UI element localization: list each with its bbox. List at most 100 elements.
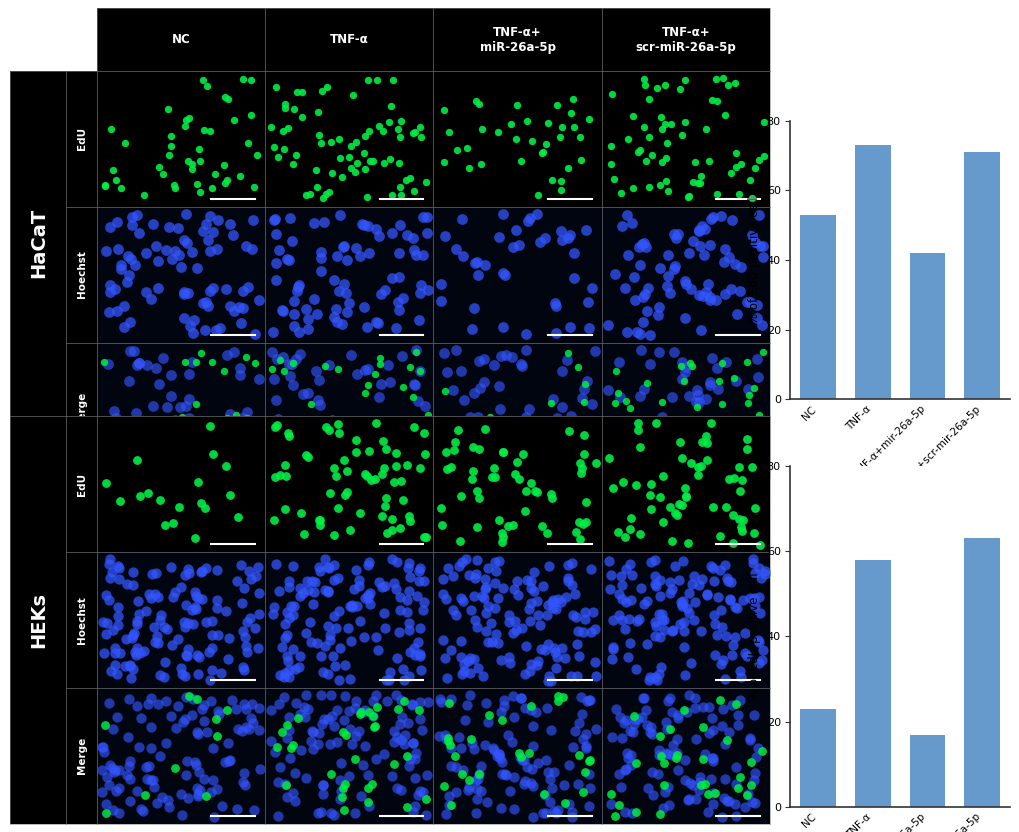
Point xyxy=(245,716,261,730)
Point xyxy=(359,190,375,203)
Point xyxy=(571,515,587,528)
Point xyxy=(532,235,548,249)
Point xyxy=(666,752,683,765)
Point xyxy=(198,789,214,802)
Point xyxy=(390,304,407,317)
Point xyxy=(731,285,747,298)
Point xyxy=(131,607,148,621)
Point xyxy=(755,150,771,163)
Point xyxy=(128,407,145,420)
Point xyxy=(362,429,378,443)
Point xyxy=(126,645,143,658)
Point xyxy=(742,733,758,746)
Point xyxy=(486,470,502,483)
Point xyxy=(452,364,469,378)
Point xyxy=(204,181,220,195)
Point xyxy=(462,666,478,680)
Point xyxy=(654,515,671,528)
Point xyxy=(229,802,246,815)
Point xyxy=(746,567,762,580)
Point xyxy=(321,633,337,646)
Point xyxy=(692,624,708,637)
Point xyxy=(97,180,113,193)
Point xyxy=(335,714,352,727)
Point xyxy=(633,710,649,723)
Point xyxy=(562,669,579,682)
Point xyxy=(418,531,434,544)
Point xyxy=(357,739,373,752)
Point xyxy=(279,650,296,663)
Point xyxy=(622,401,638,414)
Point xyxy=(541,795,557,808)
Point xyxy=(605,172,622,186)
Point xyxy=(202,124,218,137)
Point xyxy=(279,605,296,618)
Point xyxy=(330,132,346,146)
Point xyxy=(606,396,623,409)
Point xyxy=(208,712,224,726)
Point xyxy=(698,285,714,299)
Point xyxy=(546,765,562,779)
Point xyxy=(571,716,587,730)
Point xyxy=(642,478,658,491)
Point xyxy=(126,258,143,271)
Point xyxy=(325,273,341,286)
Point xyxy=(357,591,373,604)
Point xyxy=(342,161,359,175)
Point xyxy=(410,636,426,649)
Point xyxy=(300,457,316,470)
Point xyxy=(286,662,303,676)
Point xyxy=(183,709,200,722)
Point xyxy=(657,151,674,165)
Point xyxy=(95,615,111,628)
Point xyxy=(665,262,682,275)
Point xyxy=(312,264,328,277)
Point xyxy=(607,364,624,378)
Point xyxy=(710,374,727,388)
Point xyxy=(731,484,747,498)
Point xyxy=(138,435,154,448)
Point xyxy=(546,458,562,471)
Point xyxy=(334,725,351,738)
Point xyxy=(335,453,352,467)
Point xyxy=(705,575,721,588)
Point xyxy=(653,436,669,449)
Point xyxy=(725,508,741,522)
Point xyxy=(691,775,707,789)
Point xyxy=(370,644,386,657)
Point xyxy=(648,82,664,95)
Point xyxy=(499,520,516,533)
Point xyxy=(570,360,586,374)
Point xyxy=(547,806,564,820)
Point xyxy=(129,358,146,371)
Point xyxy=(616,764,633,777)
Point xyxy=(756,564,772,577)
Point xyxy=(734,513,750,527)
Point xyxy=(364,694,380,707)
Point xyxy=(446,749,463,762)
Point xyxy=(251,607,267,621)
Point xyxy=(321,487,337,500)
Point xyxy=(561,229,578,242)
Point xyxy=(507,223,524,236)
Point xyxy=(352,790,368,803)
Point xyxy=(169,700,185,713)
Point xyxy=(558,161,575,174)
Point xyxy=(126,344,143,357)
Point xyxy=(282,600,299,613)
Point xyxy=(144,567,160,581)
Point xyxy=(517,484,533,498)
Point xyxy=(234,775,251,789)
Point xyxy=(111,764,127,777)
Point xyxy=(541,559,557,572)
Point xyxy=(435,587,451,601)
Point xyxy=(558,460,575,473)
Point xyxy=(355,759,371,772)
Point xyxy=(251,763,267,776)
Point xyxy=(704,351,720,364)
Point xyxy=(690,579,706,592)
Point xyxy=(315,418,331,432)
Point xyxy=(739,649,755,662)
Point xyxy=(311,374,327,387)
Text: TNF-α+
scr-miR-26a-5p: TNF-α+ scr-miR-26a-5p xyxy=(635,26,736,53)
